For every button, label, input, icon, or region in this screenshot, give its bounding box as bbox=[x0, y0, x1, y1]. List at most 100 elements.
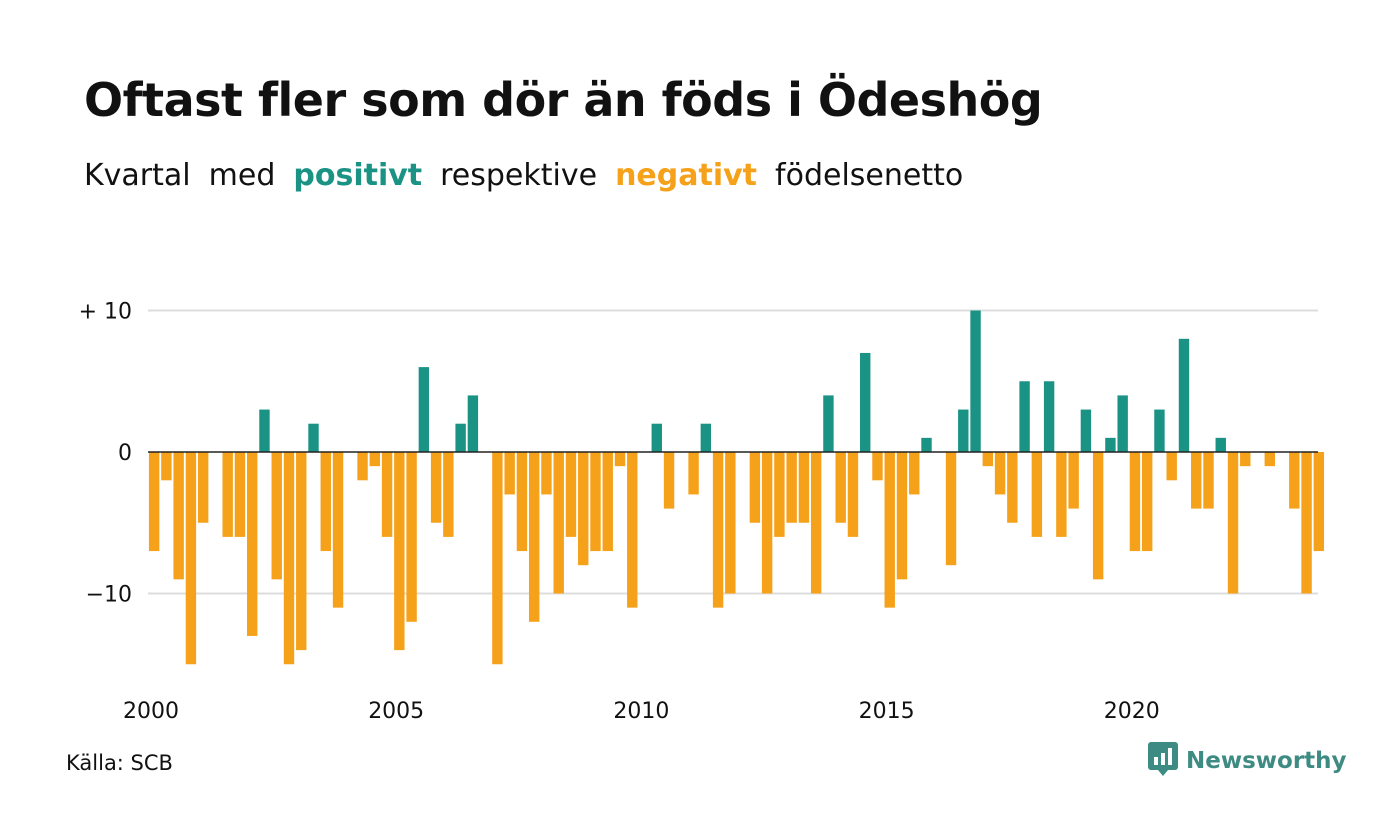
bar-positive bbox=[1080, 409, 1092, 452]
bar-negative bbox=[602, 452, 613, 552]
bar-negative bbox=[283, 452, 295, 665]
subtitle-word: respektive bbox=[440, 158, 598, 193]
bar-negative bbox=[749, 452, 761, 523]
bar-negative bbox=[1313, 452, 1325, 552]
bar-negative bbox=[786, 452, 797, 523]
bar-positive bbox=[418, 367, 430, 452]
y-tick-label: 0 bbox=[118, 441, 132, 466]
subtitle-word: Kvartal bbox=[84, 158, 191, 193]
bar-negative bbox=[884, 452, 895, 608]
bar-negative bbox=[443, 452, 454, 537]
bar-negative bbox=[1092, 452, 1104, 580]
bar-positive bbox=[970, 310, 981, 452]
newsworthy-logo-icon bbox=[1148, 742, 1178, 780]
bar-negative bbox=[578, 452, 589, 566]
x-tick-label: 2020 bbox=[1104, 699, 1160, 724]
source-note: Källa: SCB bbox=[66, 751, 173, 775]
bar-positive bbox=[1154, 409, 1165, 452]
x-tick-label: 2015 bbox=[859, 699, 915, 724]
bar-negative bbox=[1240, 452, 1251, 467]
subtitle-word: födelsenetto bbox=[775, 158, 964, 193]
bar-negative bbox=[1129, 452, 1141, 552]
bar-negative bbox=[148, 452, 160, 552]
bar-negative bbox=[1289, 452, 1300, 509]
chart-subtitle: Kvartal med positivt respektive negativt föde… bbox=[84, 154, 981, 198]
bar-negative bbox=[688, 452, 699, 495]
x-tick-label: 2000 bbox=[123, 699, 179, 724]
bar-negative bbox=[945, 452, 957, 566]
bar-negative bbox=[627, 452, 638, 608]
bar-positive bbox=[921, 437, 932, 452]
subtitle-negative-label: negativt bbox=[615, 158, 758, 193]
bar-negative bbox=[565, 452, 577, 537]
bar-negative bbox=[712, 452, 724, 608]
bar-positive bbox=[1043, 381, 1055, 452]
bar-negative bbox=[222, 452, 233, 537]
bar-negative bbox=[234, 452, 246, 537]
bar-negative bbox=[381, 452, 393, 537]
bar-negative bbox=[247, 452, 258, 636]
bar-negative bbox=[798, 452, 810, 523]
bar-negative bbox=[663, 452, 675, 509]
brand-name: Newsworthy bbox=[1186, 748, 1347, 774]
bar-negative bbox=[1056, 452, 1067, 537]
bar-negative bbox=[528, 452, 540, 622]
bar-negative bbox=[430, 452, 442, 523]
bar-negative bbox=[1191, 452, 1202, 509]
bar-positive bbox=[1105, 437, 1116, 452]
bar-negative bbox=[357, 452, 368, 481]
y-tick-label: + 10 bbox=[79, 300, 132, 325]
bar-positive bbox=[308, 423, 319, 452]
bar-positive bbox=[455, 423, 466, 452]
bar-negative bbox=[810, 452, 822, 594]
subtitle-word: med bbox=[208, 158, 276, 193]
bar-negative bbox=[1301, 452, 1312, 594]
bar-negative bbox=[516, 452, 528, 552]
bar-negative bbox=[1068, 452, 1079, 509]
bar-negative bbox=[320, 452, 331, 552]
bar-negative bbox=[896, 452, 908, 580]
bar-positive bbox=[259, 409, 270, 452]
bar-negative bbox=[847, 452, 859, 537]
bar-negative bbox=[872, 452, 883, 481]
brand-logo: Newsworthy bbox=[1148, 742, 1347, 780]
bar-positive bbox=[1117, 395, 1128, 452]
bar-negative bbox=[835, 452, 846, 523]
bar-negative bbox=[1166, 452, 1177, 481]
bar-negative bbox=[185, 452, 197, 665]
bar-negative bbox=[761, 452, 773, 594]
x-tick-label: 2010 bbox=[613, 699, 669, 724]
bar-negative bbox=[1203, 452, 1214, 509]
bar-negative bbox=[369, 452, 381, 467]
bar-positive bbox=[860, 352, 871, 452]
subtitle-positive-label: positivt bbox=[293, 158, 423, 193]
chart-title: Oftast fler som dör än föds i Ödeshög bbox=[84, 73, 1043, 127]
bar-negative bbox=[332, 452, 344, 608]
bar-positive bbox=[651, 423, 662, 452]
bar-negative bbox=[541, 452, 552, 495]
bar-negative bbox=[271, 452, 282, 580]
axis-layer: + 10 0 −10 2000 2005 2010 2015 2020 bbox=[79, 300, 1318, 724]
x-tick-label: 2005 bbox=[368, 699, 424, 724]
bar-negative bbox=[909, 452, 920, 495]
bar-negative bbox=[1007, 452, 1018, 523]
bar-negative bbox=[590, 452, 601, 552]
bar-positive bbox=[958, 409, 969, 452]
bar-negative bbox=[406, 452, 417, 622]
bar-negative bbox=[553, 452, 564, 594]
bar-negative bbox=[1031, 452, 1043, 537]
bar-negative bbox=[774, 452, 785, 537]
bar-negative bbox=[725, 452, 736, 594]
bar-negative bbox=[492, 452, 503, 665]
bar-positive bbox=[1215, 437, 1226, 452]
bar-negative bbox=[394, 452, 405, 651]
bar-negative bbox=[1141, 452, 1153, 552]
bar-positive bbox=[1019, 381, 1030, 452]
bar-negative bbox=[173, 452, 184, 580]
bar-negative bbox=[994, 452, 1006, 495]
bar-positive bbox=[467, 395, 479, 452]
bar-negative bbox=[197, 452, 209, 523]
bar-negative bbox=[982, 452, 994, 467]
bar-negative bbox=[504, 452, 515, 495]
